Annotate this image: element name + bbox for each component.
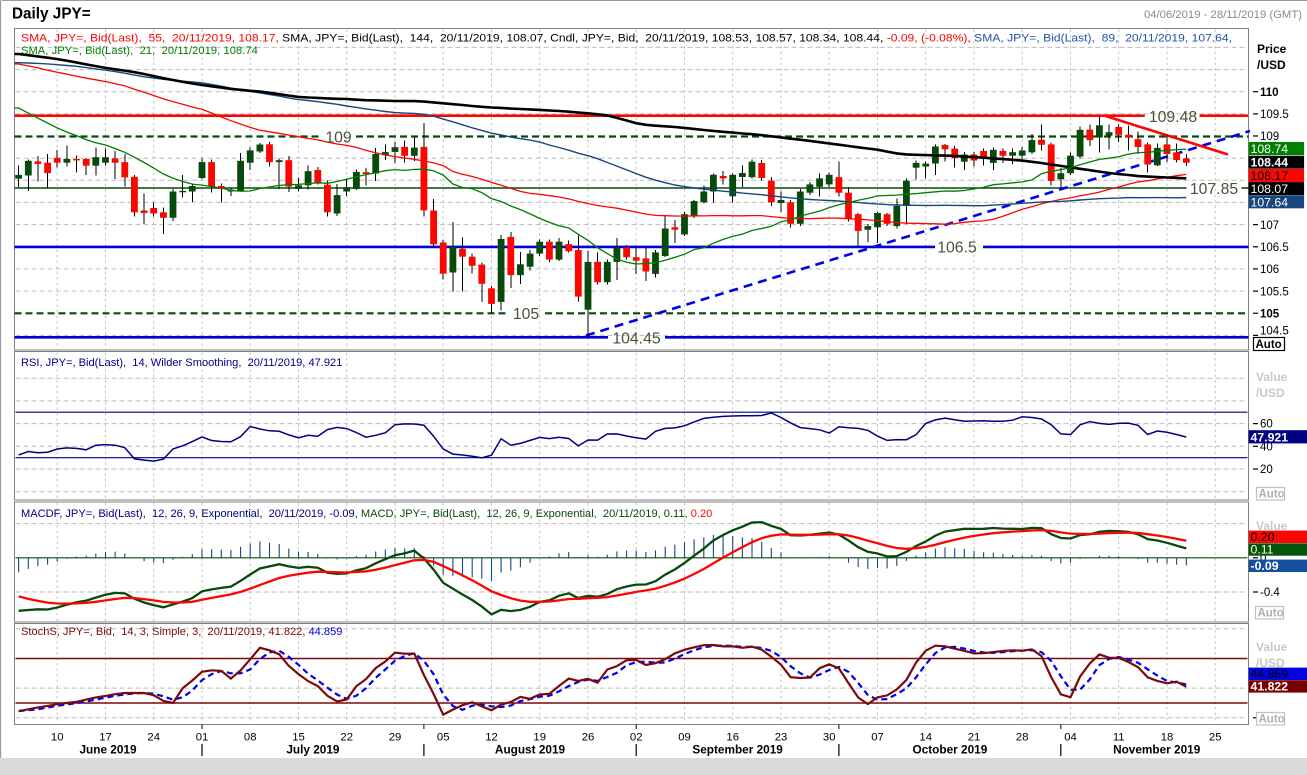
svg-text:106: 106 bbox=[1260, 264, 1279, 276]
svg-text:07: 07 bbox=[871, 732, 884, 744]
svg-text:106.5: 106.5 bbox=[1260, 242, 1289, 254]
svg-text:44.859: 44.859 bbox=[1251, 667, 1289, 681]
svg-text:14: 14 bbox=[919, 732, 932, 744]
svg-text:Auto: Auto bbox=[1259, 714, 1285, 726]
svg-text:21: 21 bbox=[968, 732, 981, 744]
svg-text:30: 30 bbox=[823, 732, 836, 744]
svg-text:/USD: /USD bbox=[1257, 58, 1286, 72]
svg-text:09: 09 bbox=[678, 732, 691, 744]
svg-text:Value: Value bbox=[1256, 640, 1288, 654]
svg-text:18: 18 bbox=[1161, 732, 1174, 744]
svg-text:-0.09: -0.09 bbox=[1251, 559, 1279, 573]
svg-text:17: 17 bbox=[99, 732, 112, 744]
svg-text:107.64: 107.64 bbox=[1251, 195, 1289, 209]
svg-text:109.5: 109.5 bbox=[1260, 109, 1289, 121]
svg-text:11: 11 bbox=[1113, 732, 1125, 744]
svg-text:19: 19 bbox=[533, 732, 546, 744]
svg-text:104.5: 104.5 bbox=[1260, 326, 1289, 338]
svg-text:Value: Value bbox=[1256, 370, 1288, 384]
svg-text:October 2019: October 2019 bbox=[913, 743, 988, 757]
svg-text:0.11: 0.11 bbox=[1251, 543, 1274, 557]
svg-text:109: 109 bbox=[325, 130, 352, 147]
svg-text:28: 28 bbox=[1016, 732, 1029, 744]
svg-text:SMA, JPY=, Bid(Last), 55, 20: SMA, JPY=, Bid(Last), 55, 20/11/2019, 10… bbox=[21, 33, 1232, 45]
svg-text:July 2019: July 2019 bbox=[286, 743, 340, 757]
svg-text:106.5: 106.5 bbox=[937, 240, 977, 257]
svg-text:Auto: Auto bbox=[1256, 339, 1282, 351]
svg-text:60: 60 bbox=[1260, 419, 1273, 431]
svg-text:RSI, JPY=, Bid(Last), 14, Wil: RSI, JPY=, Bid(Last), 14, Wilder Smoothi… bbox=[21, 357, 342, 369]
svg-text:02: 02 bbox=[630, 732, 643, 744]
svg-text:20: 20 bbox=[1260, 464, 1273, 476]
svg-text:23: 23 bbox=[775, 732, 788, 744]
svg-text:40: 40 bbox=[1260, 441, 1273, 453]
svg-text:107.85: 107.85 bbox=[1190, 181, 1239, 198]
svg-text:08: 08 bbox=[244, 732, 257, 744]
svg-text:15: 15 bbox=[292, 732, 305, 744]
svg-text:105.5: 105.5 bbox=[1260, 286, 1289, 298]
svg-text:24: 24 bbox=[147, 732, 160, 744]
svg-text:105: 105 bbox=[1260, 308, 1280, 320]
svg-text:108.17: 108.17 bbox=[1251, 169, 1289, 183]
svg-text:05: 05 bbox=[437, 732, 450, 744]
svg-text:Auto: Auto bbox=[1258, 608, 1284, 620]
svg-text:108.44: 108.44 bbox=[1251, 156, 1289, 170]
svg-text:104.45: 104.45 bbox=[612, 331, 661, 348]
svg-text:August 2019: August 2019 bbox=[495, 743, 566, 757]
svg-text:29: 29 bbox=[389, 732, 402, 744]
svg-text:12: 12 bbox=[485, 732, 498, 744]
svg-text:/USD: /USD bbox=[1256, 656, 1285, 670]
svg-text:04/06/2019 - 28/11/2019 (GMT): 04/06/2019 - 28/11/2019 (GMT) bbox=[1144, 9, 1302, 21]
svg-text:22: 22 bbox=[340, 732, 353, 744]
svg-text:10: 10 bbox=[51, 732, 64, 744]
svg-text:June 2019: June 2019 bbox=[79, 743, 136, 757]
svg-text:StochS, JPY=, Bid, 14, 3, Sim: StochS, JPY=, Bid, 14, 3, Simple, 3, 20/… bbox=[21, 626, 342, 638]
svg-text:26: 26 bbox=[582, 732, 595, 744]
svg-text:0.20: 0.20 bbox=[1251, 530, 1275, 544]
svg-text:Price: Price bbox=[1257, 42, 1287, 56]
svg-text:110: 110 bbox=[1260, 87, 1279, 99]
svg-text:November 2019: November 2019 bbox=[1113, 743, 1201, 757]
svg-text:105: 105 bbox=[513, 306, 540, 323]
svg-text:September 2019: September 2019 bbox=[692, 743, 783, 757]
svg-text:04: 04 bbox=[1064, 732, 1077, 744]
svg-text:108.74: 108.74 bbox=[1251, 142, 1289, 156]
svg-text:Value: Value bbox=[1256, 519, 1288, 533]
svg-text:16: 16 bbox=[726, 732, 739, 744]
svg-text:107: 107 bbox=[1260, 220, 1279, 232]
svg-text:41.822: 41.822 bbox=[1251, 680, 1289, 694]
svg-text:108.07: 108.07 bbox=[1251, 182, 1289, 196]
svg-text:109: 109 bbox=[1260, 131, 1279, 143]
svg-text:01: 01 bbox=[196, 732, 209, 744]
svg-text:MACDF, JPY=, Bid(Last), 12, 2: MACDF, JPY=, Bid(Last), 12, 26, 9, Expon… bbox=[21, 508, 712, 520]
svg-text:0: 0 bbox=[1260, 553, 1266, 565]
svg-text:Auto: Auto bbox=[1259, 489, 1285, 501]
svg-text:25: 25 bbox=[1209, 732, 1222, 744]
svg-text:Daily JPY=: Daily JPY= bbox=[12, 6, 91, 23]
svg-text:/USD: /USD bbox=[1256, 386, 1285, 400]
svg-text:SMA, JPY=, Bid(Last), 21, 20: SMA, JPY=, Bid(Last), 21, 20/11/2019, 10… bbox=[21, 45, 258, 57]
svg-text:-0.4: -0.4 bbox=[1260, 587, 1280, 599]
svg-text:47.921: 47.921 bbox=[1251, 430, 1289, 444]
svg-text:109.48: 109.48 bbox=[1149, 109, 1198, 126]
